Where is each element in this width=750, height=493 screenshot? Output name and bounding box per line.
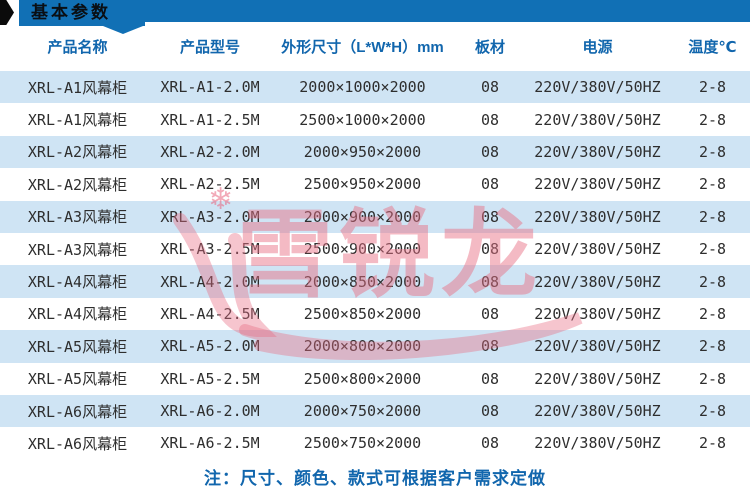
table-row: XRL-A6风幕柜 XRL-A6-2.0M 2000×750×2000 08 2… <box>0 394 750 428</box>
cell-power: 220V/380V/50HZ <box>534 434 661 453</box>
table-row: XRL-A4风幕柜 XRL-A4-2.5M 2500×850×2000 08 2… <box>0 298 750 330</box>
column-header-dimensions: 外形尺寸（L*W*H）mm <box>281 39 444 56</box>
cell-dimensions: 2000×800×2000 <box>303 337 422 356</box>
column-header-product-model: 产品型号 <box>179 39 240 56</box>
cell-temperature: 2-8 <box>698 434 727 453</box>
cell-board: 08 <box>480 369 500 388</box>
section-title: 基本参数 <box>31 3 111 22</box>
cell-temperature: 2-8 <box>698 207 727 226</box>
cell-temperature: 2-8 <box>698 304 727 323</box>
cell-dimensions: 2500×900×2000 <box>303 240 422 259</box>
cell-board: 08 <box>480 207 500 226</box>
table-row: XRL-A5风幕柜 XRL-A5-2.5M 2500×800×2000 08 2… <box>0 363 750 395</box>
cell-board: 08 <box>480 337 500 356</box>
cell-product-model: XRL-A2-2.0M <box>160 142 260 161</box>
table-row: XRL-A1风幕柜 XRL-A1-2.0M 2000×1000×2000 08 … <box>0 71 750 104</box>
cell-power: 220V/380V/50HZ <box>534 240 661 259</box>
table-row: XRL-A2风幕柜 XRL-A2-2.0M 2000×950×2000 08 2… <box>0 135 750 169</box>
cell-product-name: XRL-A6风幕柜 <box>27 402 128 421</box>
cell-dimensions: 2500×800×2000 <box>303 369 422 388</box>
cell-dimensions: 2000×950×2000 <box>303 142 422 161</box>
cell-board: 08 <box>480 175 500 194</box>
cell-product-model: XRL-A6-2.0M <box>160 402 260 421</box>
cell-power: 220V/380V/50HZ <box>534 337 661 356</box>
cell-product-name: XRL-A6风幕柜 <box>27 434 128 453</box>
cell-temperature: 2-8 <box>698 402 727 421</box>
cell-product-model: XRL-A6-2.5M <box>160 434 260 453</box>
cell-board: 08 <box>480 434 500 453</box>
cell-temperature: 2-8 <box>698 272 727 291</box>
cell-product-model: XRL-A3-2.0M <box>160 207 260 226</box>
cell-board: 08 <box>480 272 500 291</box>
table-body: XRL-A1风幕柜 XRL-A1-2.0M 2000×1000×2000 08 … <box>0 71 750 460</box>
cell-power: 220V/380V/50HZ <box>534 207 661 226</box>
cell-product-model: XRL-A2-2.5M <box>160 175 260 194</box>
title-tab-notch <box>103 26 143 34</box>
cell-temperature: 2-8 <box>698 78 727 97</box>
cell-power: 220V/380V/50HZ <box>534 369 661 388</box>
cell-power: 220V/380V/50HZ <box>534 304 661 323</box>
cell-power: 220V/380V/50HZ <box>534 272 661 291</box>
cell-dimensions: 2500×950×2000 <box>303 175 422 194</box>
cell-dimensions: 2500×850×2000 <box>303 304 422 323</box>
cell-temperature: 2-8 <box>698 337 727 356</box>
cell-dimensions: 2000×750×2000 <box>303 402 422 421</box>
cell-product-model: XRL-A1-2.0M <box>160 78 260 97</box>
footer-note-row: 注：尺寸、颜色、款式可根据客户需求定做 <box>0 460 750 493</box>
cell-product-name: XRL-A4风幕柜 <box>27 305 128 324</box>
cell-power: 220V/380V/50HZ <box>534 110 661 129</box>
cell-temperature: 2-8 <box>698 240 727 259</box>
cell-dimensions: 2000×900×2000 <box>303 207 422 226</box>
cell-board: 08 <box>480 304 500 323</box>
table-row: XRL-A3风幕柜 XRL-A3-2.5M 2500×900×2000 08 2… <box>0 233 750 265</box>
cell-product-name: XRL-A3风幕柜 <box>27 208 128 227</box>
table-row: XRL-A3风幕柜 XRL-A3-2.0M 2000×900×2000 08 2… <box>0 200 750 233</box>
cell-product-model: XRL-A4-2.0M <box>160 272 260 291</box>
cell-power: 220V/380V/50HZ <box>534 142 661 161</box>
table-row: XRL-A1风幕柜 XRL-A1-2.5M 2500×1000×2000 08 … <box>0 103 750 135</box>
cell-temperature: 2-8 <box>698 369 727 388</box>
cell-dimensions: 2500×750×2000 <box>303 434 422 453</box>
cell-product-name: XRL-A3风幕柜 <box>27 240 128 259</box>
title-tab <box>19 0 145 26</box>
cell-dimensions: 2000×1000×2000 <box>299 78 426 97</box>
cell-board: 08 <box>480 110 500 129</box>
cell-product-name: XRL-A2风幕柜 <box>27 175 128 194</box>
table-row: XRL-A5风幕柜 XRL-A5-2.0M 2000×800×2000 08 2… <box>0 330 750 363</box>
cell-product-model: XRL-A3-2.5M <box>160 240 260 259</box>
cell-temperature: 2-8 <box>698 175 727 194</box>
cell-board: 08 <box>480 402 500 421</box>
cell-dimensions: 2000×850×2000 <box>303 272 422 291</box>
cell-product-name: XRL-A1风幕柜 <box>27 111 128 130</box>
cell-temperature: 2-8 <box>698 142 727 161</box>
cell-power: 220V/380V/50HZ <box>534 78 661 97</box>
cell-power: 220V/380V/50HZ <box>534 402 661 421</box>
cell-product-model: XRL-A5-2.0M <box>160 337 260 356</box>
column-header-product-name: 产品名称 <box>47 39 108 56</box>
cell-product-name: XRL-A1风幕柜 <box>27 78 128 97</box>
cell-product-name: XRL-A5风幕柜 <box>27 370 128 389</box>
column-header-power: 电源 <box>582 39 613 56</box>
cell-board: 08 <box>480 142 500 161</box>
cell-board: 08 <box>480 78 500 97</box>
cell-product-name: XRL-A4风幕柜 <box>27 273 128 292</box>
table-header-row: 产品名称 产品型号 外形尺寸（L*W*H）mm 板材 电源 温度℃ <box>0 22 750 71</box>
table-row: XRL-A2风幕柜 XRL-A2-2.5M 2500×950×2000 08 2… <box>0 168 750 200</box>
title-ribbon: 基本参数 <box>0 0 750 34</box>
footer-note: 注：尺寸、颜色、款式可根据客户需求定做 <box>204 468 546 488</box>
cell-product-name: XRL-A2风幕柜 <box>27 143 128 162</box>
cell-temperature: 2-8 <box>698 110 727 129</box>
column-header-temperature: 温度℃ <box>688 39 737 56</box>
cell-product-name: XRL-A5风幕柜 <box>27 337 128 356</box>
table-row: XRL-A6风幕柜 XRL-A6-2.5M 2500×750×2000 08 2… <box>0 427 750 459</box>
cell-product-model: XRL-A5-2.5M <box>160 369 260 388</box>
cell-board: 08 <box>480 240 500 259</box>
cell-power: 220V/380V/50HZ <box>534 175 661 194</box>
table-row: XRL-A4风幕柜 XRL-A4-2.0M 2000×850×2000 08 2… <box>0 265 750 298</box>
cell-product-model: XRL-A4-2.5M <box>160 304 260 323</box>
column-header-board: 板材 <box>474 39 505 56</box>
cell-dimensions: 2500×1000×2000 <box>299 110 426 129</box>
cell-product-model: XRL-A1-2.5M <box>160 110 260 129</box>
